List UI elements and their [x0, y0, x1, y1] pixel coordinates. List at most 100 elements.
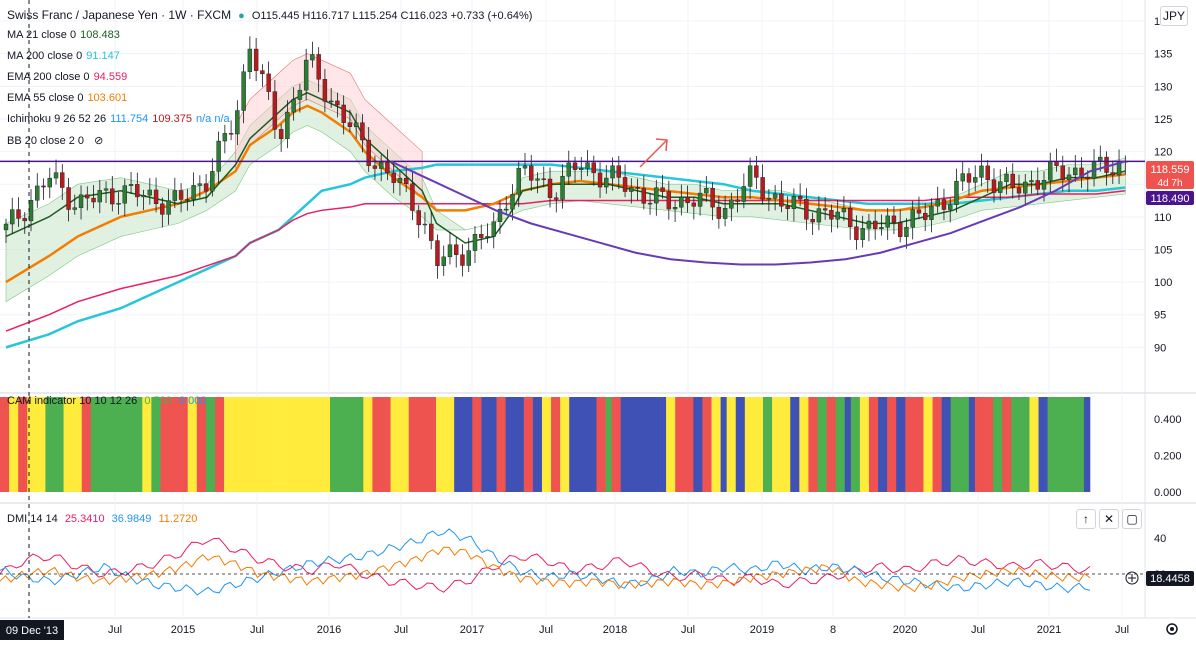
candle-body	[335, 100, 340, 106]
cam-bar	[844, 397, 849, 492]
candle-body	[616, 165, 622, 178]
hidden-eye-icon[interactable]: ⊘	[94, 135, 104, 147]
dmi-legend: DMI 14 14 25.3410 36.9849 11.2720	[7, 513, 201, 525]
indicator-legend-row[interactable]: Ichimoku 9 26 52 26 111.754 109.375 n/a n/a	[7, 113, 234, 125]
candle-body	[166, 200, 171, 215]
settings-gear-icon[interactable]	[1166, 623, 1178, 635]
x-tick-label: Jul	[539, 624, 553, 636]
cam-bar	[224, 397, 228, 492]
drawings[interactable]	[0, 138, 1145, 266]
cam-bar	[384, 397, 388, 492]
indicator-legend-row[interactable]: MA 200 close 0 91.147	[7, 50, 124, 62]
cam-bar	[726, 397, 730, 492]
candle-body	[835, 211, 840, 220]
candle-body	[1041, 180, 1047, 190]
maximize-pane-icon[interactable]: ▢	[1122, 509, 1142, 529]
cam-bar	[750, 397, 755, 492]
cam-bar	[175, 397, 179, 492]
cam-bar	[566, 397, 570, 492]
candle-body	[872, 220, 878, 230]
cam-bar	[508, 397, 512, 492]
candle-body	[910, 209, 915, 228]
candle-body	[510, 194, 515, 210]
candle-body	[322, 79, 328, 102]
candle-body	[579, 168, 584, 170]
candle-body	[103, 188, 109, 191]
indicator-legend-row[interactable]: EMA 200 close 0 94.559	[7, 71, 131, 83]
cam-bar	[514, 397, 519, 492]
x-tick-label: Jul	[681, 624, 695, 636]
cam-bar	[611, 397, 615, 492]
cam-bar	[172, 397, 176, 492]
cam-bar	[1071, 397, 1076, 492]
candle-body	[41, 185, 46, 188]
cam-bar	[481, 397, 485, 492]
candle-body	[566, 162, 571, 177]
dmi-lines	[0, 528, 1145, 596]
cam-bar	[463, 397, 467, 492]
cam-bar	[778, 397, 782, 492]
cam-bar	[1029, 397, 1033, 492]
cam-bar	[1083, 397, 1088, 492]
cam-bar	[145, 397, 149, 492]
arrow-head[interactable]	[655, 138, 668, 152]
y-tick-label: 90	[1154, 342, 1166, 354]
cam-bar	[157, 397, 161, 492]
cam-bar	[884, 397, 888, 492]
cam-bar	[15, 397, 19, 492]
dmi-pane[interactable]	[0, 503, 1145, 618]
current-price-badge: 118.559 4d 7h	[1146, 161, 1194, 189]
cam-bar	[832, 397, 836, 492]
cam-bar	[669, 397, 673, 492]
cam-bar	[644, 397, 649, 492]
cam-bar	[626, 397, 631, 492]
cam-bar	[1080, 397, 1085, 492]
candle-body	[291, 99, 296, 113]
cam-bar	[72, 397, 76, 492]
cam-bar	[660, 397, 664, 492]
cam-bar	[702, 397, 706, 492]
indicator-label: BB 20 close 2 0	[7, 135, 85, 147]
candle-body	[191, 185, 196, 200]
cam-bar	[408, 397, 413, 492]
cam-bar	[990, 397, 994, 492]
cam-bar	[814, 397, 818, 492]
cam-bar	[472, 397, 476, 492]
indicator-legend-row[interactable]: BB 20 close 2 0 ⊘	[7, 134, 107, 147]
cup-arc[interactable]	[390, 160, 1126, 266]
indicator-legend-row[interactable]: EMA 55 close 0 103.601	[7, 92, 131, 104]
move-pane-up-icon[interactable]: ↑	[1076, 509, 1096, 529]
cam-bar	[784, 397, 788, 492]
cam-bar	[6, 397, 10, 492]
cam-bar	[538, 397, 543, 492]
cam-bar	[187, 397, 192, 492]
cam-bar	[823, 397, 827, 492]
close-pane-icon[interactable]: ✕	[1099, 509, 1119, 529]
currency-button[interactable]: JPY	[1160, 6, 1188, 26]
candle-body	[816, 208, 822, 223]
cam-bar	[781, 397, 785, 492]
cam-bar	[330, 397, 334, 492]
candle-body	[622, 177, 628, 192]
cam-bar	[90, 397, 95, 492]
candle-body	[666, 191, 672, 210]
cam-y-tick: 0.000	[1154, 487, 1182, 499]
candle-body	[16, 209, 21, 219]
cam-bar	[796, 397, 800, 492]
arrow-up-icon[interactable]	[639, 139, 668, 168]
candle-body	[541, 178, 546, 180]
candle-body	[635, 187, 640, 189]
cam-bar	[529, 397, 534, 492]
candle-body	[3, 223, 9, 231]
indicator-legend-row[interactable]: MA 21 close 0 108.483	[7, 29, 124, 41]
add-indicator-icon[interactable]	[1125, 571, 1139, 585]
candle-body	[847, 208, 853, 227]
candle-body	[216, 140, 221, 172]
cam-bar	[1032, 397, 1036, 492]
candle-body	[141, 194, 146, 198]
cam-bar	[914, 397, 918, 492]
cam-bar	[178, 397, 182, 492]
cam-bar	[893, 397, 897, 492]
cam-bar	[1065, 397, 1070, 492]
